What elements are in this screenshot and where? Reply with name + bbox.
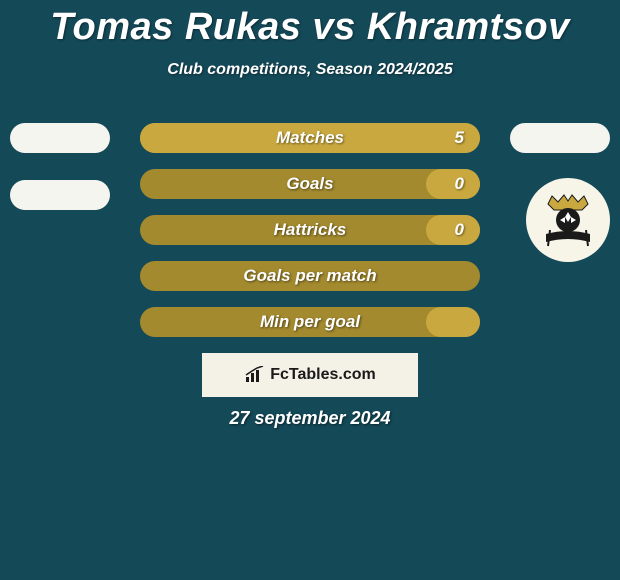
bar-wrap: Min per goal [140,307,480,337]
stat-bar: Goals 0 [140,169,480,199]
date-text: 27 september 2024 [0,408,620,429]
left-pill [10,180,110,210]
stat-bar: Min per goal [140,307,480,337]
brand-box: FcTables.com [202,353,418,397]
club-badge [526,178,610,262]
stat-label: Hattricks [274,220,347,240]
bar-fill [426,307,480,337]
stat-label: Matches [276,128,344,148]
stat-value: 5 [455,128,464,148]
stat-label: Goals [286,174,333,194]
stat-bar: Hattricks 0 [140,215,480,245]
bar-wrap: Matches 5 [140,123,480,153]
bar-fill [426,169,480,199]
stat-label: Min per goal [260,312,360,332]
stats-area: Matches 5 Goals 0 Hattricks 0 [0,120,620,350]
stat-bar: Matches 5 [140,123,480,153]
stat-value: 0 [455,174,464,194]
stat-row-matches: Matches 5 [0,120,620,166]
stat-row-goals-per-match: Goals per match [0,258,620,304]
bar-wrap: Hattricks 0 [140,215,480,245]
chart-icon [244,366,266,384]
page-title: Tomas Rukas vs Khramtsov [0,0,620,49]
brand-text: FcTables.com [270,366,376,384]
right-pill [510,123,610,153]
bar-wrap: Goals per match [140,261,480,291]
stat-label: Goals per match [243,266,376,286]
left-pill [10,123,110,153]
club-badge-icon [538,190,598,250]
stat-bar: Goals per match [140,261,480,291]
stat-row-goals: Goals 0 [0,166,620,212]
bar-fill [426,215,480,245]
stat-row-min-per-goal: Min per goal [0,304,620,350]
subtitle: Club competitions, Season 2024/2025 [0,61,620,79]
bar-wrap: Goals 0 [140,169,480,199]
stat-value: 0 [455,220,464,240]
